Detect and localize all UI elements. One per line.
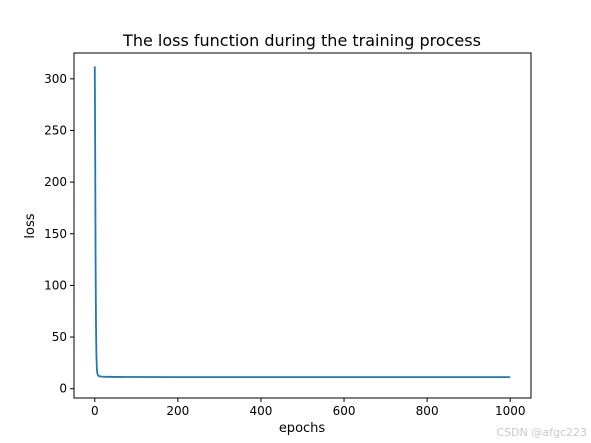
chart-title: The loss function during the training pr… bbox=[122, 31, 481, 50]
plot-frame bbox=[73, 52, 532, 399]
x-tick-label: 0 bbox=[91, 404, 99, 418]
x-axis-label: epochs bbox=[279, 421, 326, 436]
x-axis-ticks: 0 200 400 600 800 1000 bbox=[91, 398, 526, 418]
y-tick-label: 0 bbox=[59, 382, 67, 396]
y-axis-ticks: 0 50 100 150 200 250 300 bbox=[44, 72, 74, 396]
x-tick-label: 800 bbox=[416, 404, 439, 418]
x-tick-label: 600 bbox=[333, 404, 356, 418]
series-lines bbox=[93, 66, 511, 379]
y-tick-label: 150 bbox=[44, 227, 67, 241]
watermark: CSDN @afgc223 bbox=[496, 426, 588, 439]
y-tick-label: 100 bbox=[44, 278, 67, 292]
y-axis-label: loss bbox=[23, 213, 38, 238]
y-tick-label: 50 bbox=[52, 330, 67, 344]
x-tick-label: 200 bbox=[166, 404, 189, 418]
y-tick-label: 200 bbox=[44, 175, 67, 189]
y-tick-label: 250 bbox=[44, 123, 67, 137]
series-line-0 bbox=[93, 66, 511, 379]
y-tick-label: 300 bbox=[44, 72, 67, 86]
x-tick-label: 400 bbox=[250, 404, 273, 418]
x-tick-label: 1000 bbox=[495, 404, 526, 418]
